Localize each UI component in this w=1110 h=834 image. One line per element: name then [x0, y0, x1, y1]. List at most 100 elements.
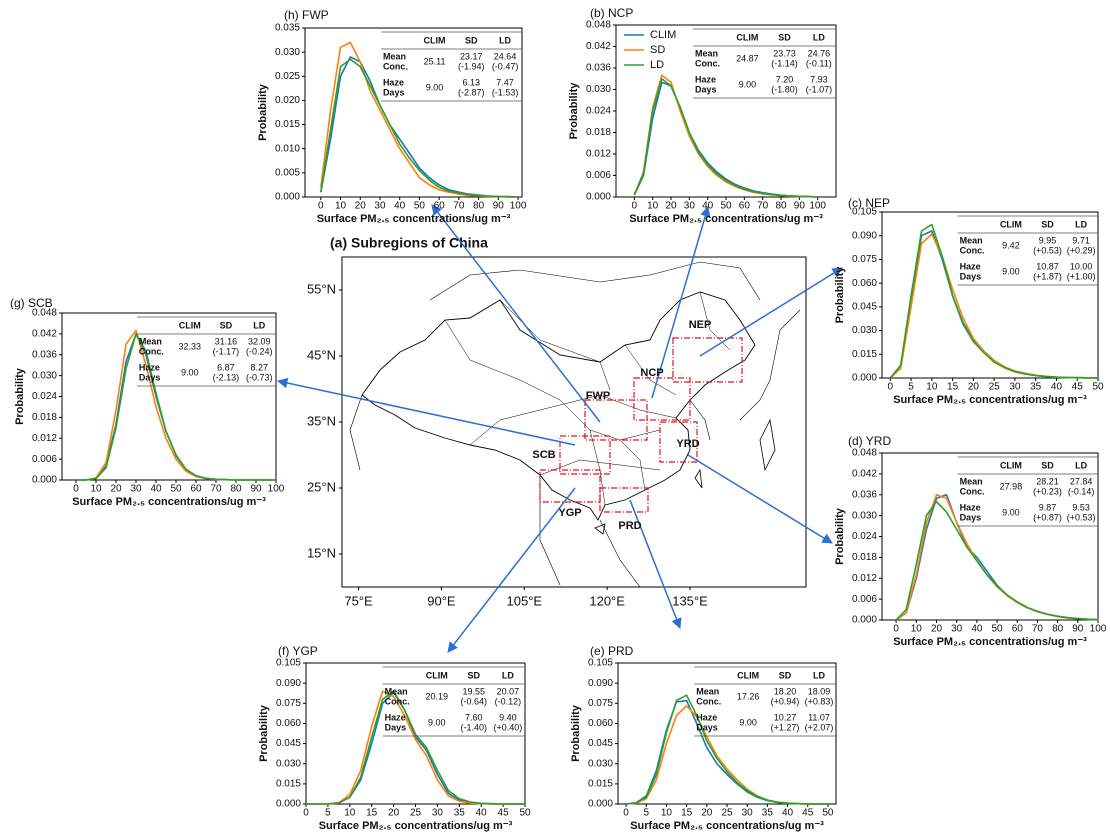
- table-cell: (-1.53): [492, 87, 519, 97]
- y-tick-label: 0.105: [588, 658, 613, 669]
- x-axis-label: Surface PM₂.₅ concentrations/ug m⁻³: [319, 820, 513, 832]
- table-header: CLIM: [1000, 460, 1022, 470]
- y-tick-label: 0.030: [852, 510, 877, 521]
- x-tick-label: 0: [632, 201, 638, 212]
- legend-label: CLIM: [650, 29, 676, 41]
- y-tick-label: 0.036: [586, 63, 611, 74]
- lat-label: 55°N: [307, 281, 336, 296]
- x-tick-label: 10: [335, 201, 347, 212]
- x-tick-label: 40: [1051, 382, 1063, 393]
- table-cell: (+0.87): [1033, 512, 1062, 522]
- plot-frame: [304, 27, 523, 198]
- y-tick-label: 0.105: [852, 207, 877, 218]
- x-tick-label: 0: [318, 201, 324, 212]
- x-tick-label: 50: [170, 484, 182, 495]
- table-cell: (-1.14): [771, 58, 798, 68]
- y-tick-label: 0.030: [852, 325, 877, 336]
- map-frame: [341, 256, 807, 588]
- table-header: LD: [813, 670, 825, 680]
- y-tick-label: 0.024: [32, 391, 57, 402]
- y-axis-label: Probability: [257, 83, 269, 141]
- table-cell: (+0.29): [1067, 245, 1096, 255]
- table-cell: 27.98: [1000, 481, 1023, 491]
- y-tick-label: 0.045: [588, 738, 613, 749]
- lon-label: 135°E: [672, 593, 708, 608]
- subplot: (g) SCB 0 10 20 30 40 50 60 70 80 90 100 0.000 0.006 0…: [10, 296, 285, 508]
- x-tick-label: 10: [344, 808, 356, 819]
- pdf-line: [889, 223, 1099, 379]
- pdf-line: [306, 691, 525, 805]
- region-arrow: [431, 204, 601, 423]
- table-cell: (-0.11): [806, 58, 832, 68]
- table-cell: (+1.27): [771, 722, 800, 732]
- x-axis-label: Surface PM₂.₅ concentrations/ug m⁻³: [317, 213, 511, 225]
- pdf-line: [320, 56, 519, 198]
- x-tick-label: 100: [268, 484, 285, 495]
- table-cell: (-0.12): [495, 696, 522, 706]
- x-tick-label: 80: [1052, 624, 1064, 635]
- table-cell: 9.42: [1002, 240, 1020, 250]
- table-cell: 24.76: [808, 48, 831, 58]
- table-cell: 6.87: [217, 362, 235, 372]
- x-tick-label: 10: [90, 484, 102, 495]
- table-cell: 20.19: [425, 691, 448, 701]
- table-row-label: Mean: [695, 48, 718, 58]
- table-cell: (-0.24): [246, 346, 273, 356]
- table-cell: 9.87: [1039, 502, 1057, 512]
- table-row-label: Days: [696, 722, 718, 732]
- lon-label: 120°E: [589, 593, 625, 608]
- chart-title: (b) NCP: [590, 6, 633, 20]
- y-tick-label: 0.048: [32, 308, 57, 319]
- table-row-label: Days: [695, 84, 717, 94]
- table-cell: 9.00: [181, 367, 199, 377]
- table-cell: 23.17: [460, 51, 483, 61]
- table-cell: 20.07: [497, 686, 520, 696]
- x-axis-label: Surface PM₂.₅ concentrations/ug m⁻³: [629, 213, 823, 225]
- table-header: SD: [220, 320, 233, 330]
- x-tick-label: 100: [1090, 624, 1107, 635]
- x-tick-label: 40: [394, 201, 406, 212]
- y-tick-label: 0.036: [852, 489, 877, 500]
- table-row-label: Conc.: [695, 58, 720, 68]
- table-header: SD: [1041, 219, 1054, 229]
- table-cell: 9.00: [428, 717, 446, 727]
- x-tick-label: 90: [250, 484, 262, 495]
- y-tick-label: 0.035: [275, 23, 300, 34]
- islands: [594, 418, 776, 535]
- pdf-line: [626, 705, 828, 805]
- y-tick-label: 0.075: [276, 698, 301, 709]
- table-cell: 7.93: [810, 74, 828, 84]
- pdf-line: [320, 41, 519, 198]
- lat-label: 15°N: [307, 545, 336, 560]
- y-tick-label: 0.000: [586, 192, 611, 203]
- table-header: CLIM: [424, 35, 446, 45]
- y-tick-label: 0.030: [275, 47, 300, 58]
- region-arrow: [447, 487, 576, 653]
- region-arrow: [629, 499, 682, 629]
- x-tick-label: 0: [623, 808, 629, 819]
- x-tick-label: 25: [989, 382, 1001, 393]
- table-cell: 17.26: [737, 691, 760, 701]
- x-tick-label: 70: [757, 201, 769, 212]
- table-header: LD: [502, 670, 514, 680]
- table-cell: 27.84: [1070, 476, 1093, 486]
- table-header: CLIM: [736, 32, 758, 42]
- table-cell: 10.87: [1036, 261, 1059, 271]
- y-tick-label: 0.010: [275, 143, 300, 154]
- x-tick-label: 35: [454, 808, 466, 819]
- x-tick-label: 20: [355, 201, 367, 212]
- x-axis-label: Surface PM₂.₅ concentrations/ug m⁻³: [72, 496, 266, 508]
- table-cell: (-1.07): [806, 84, 833, 94]
- x-tick-label: 80: [775, 201, 787, 212]
- y-tick-label: 0.105: [276, 658, 301, 669]
- region-label: NCP: [640, 367, 663, 379]
- x-tick-label: 45: [802, 808, 814, 819]
- y-tick-label: 0.006: [852, 594, 877, 605]
- y-tick-label: 0.045: [852, 301, 877, 312]
- x-tick-label: 100: [510, 201, 527, 212]
- plot-frame: [61, 312, 277, 481]
- table-row-label: Conc.: [960, 486, 985, 496]
- y-tick-label: 0.024: [852, 531, 877, 542]
- table-row-label: Mean: [960, 476, 983, 486]
